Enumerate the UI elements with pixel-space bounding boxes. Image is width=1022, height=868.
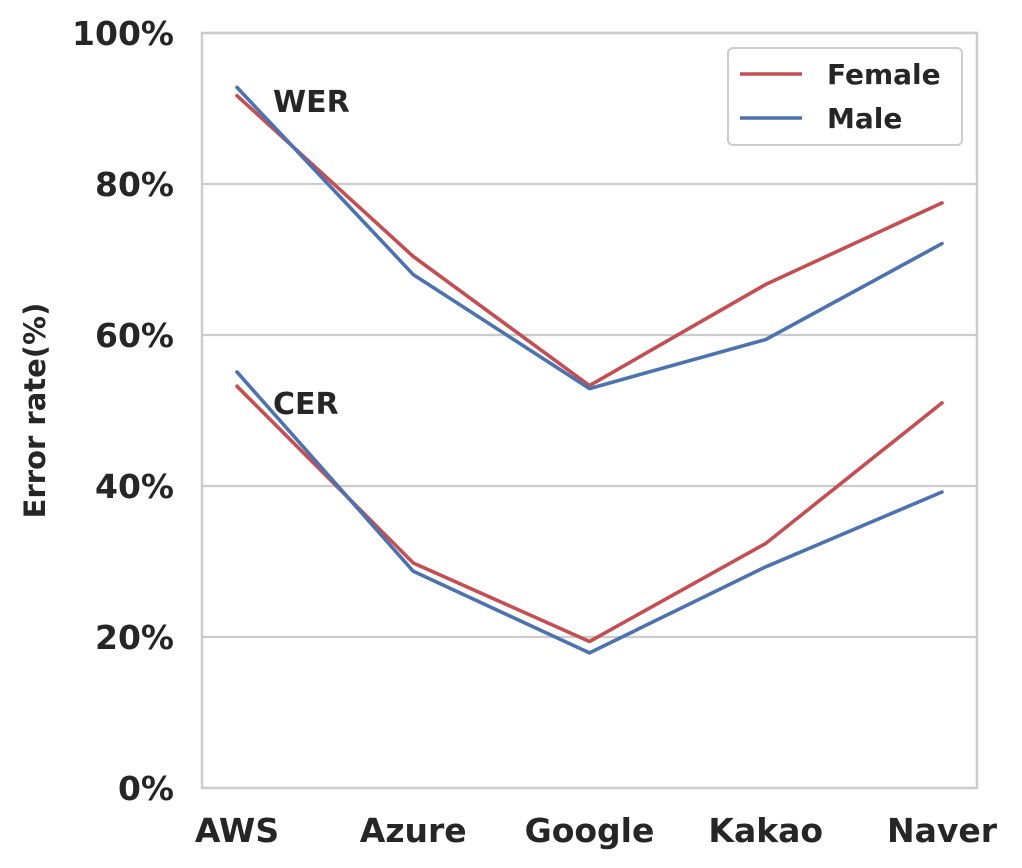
annotation-cer: CER [273, 387, 339, 422]
y-tick-label: 40% [95, 467, 174, 506]
y-tick-label: 0% [118, 769, 174, 808]
x-tick-label: Google [525, 811, 655, 850]
y-axis-label: Error rate(%) [18, 303, 52, 519]
series-line-male-cer [235, 370, 944, 655]
y-tick-labels: 0% 20% 40% 60% 80% 100% [72, 14, 174, 808]
plot-frame [200, 31, 979, 790]
x-tick-label: AWS [195, 811, 279, 850]
y-tick-label: 60% [95, 316, 174, 355]
legend-label-male: Male [827, 102, 902, 135]
annotations: WER CER [273, 85, 350, 422]
x-tick-labels: AWS Azure Google Kakao Naver [195, 811, 998, 850]
legend-label-female: Female [827, 58, 941, 91]
y-tick-label: 20% [95, 618, 174, 657]
legend: Female Male [727, 47, 963, 146]
y-tick-label: 80% [95, 165, 174, 204]
x-tick-label: Naver [887, 811, 998, 850]
x-tick-label: Kakao [708, 811, 823, 850]
y-tick-label: 100% [72, 14, 174, 53]
annotation-wer: WER [273, 85, 350, 120]
series-line-male-wer [235, 85, 944, 391]
series-line-female-wer [235, 93, 944, 388]
series-lines [235, 85, 944, 655]
x-tick-label: Azure [360, 811, 467, 850]
series-line-female-cer [235, 384, 944, 644]
